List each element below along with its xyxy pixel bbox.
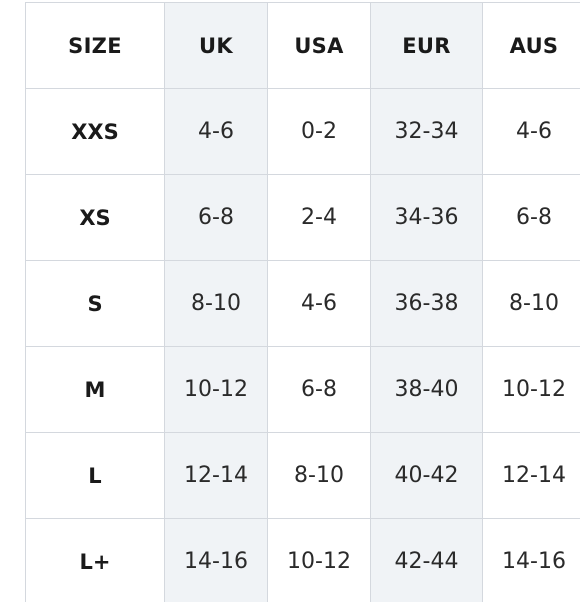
aus-cell: 4-6: [483, 89, 580, 175]
size-label: XS: [26, 175, 165, 261]
usa-cell: 6-8: [268, 347, 371, 433]
header-uk: UK: [165, 3, 268, 89]
size-label: L: [26, 433, 165, 519]
usa-cell: 10-12: [268, 519, 371, 602]
eur-cell: 42-44: [371, 519, 483, 602]
uk-cell: 12-14: [165, 433, 268, 519]
uk-cell: 14-16: [165, 519, 268, 602]
eur-cell: 36-38: [371, 261, 483, 347]
size-chart-table: SIZE UK USA EUR AUS XXS 4-6 0-2 32-34 4-…: [25, 2, 580, 602]
size-label: L+: [26, 519, 165, 602]
header-row: SIZE UK USA EUR AUS: [26, 3, 580, 89]
table-row: S 8-10 4-6 36-38 8-10: [26, 261, 580, 347]
aus-cell: 8-10: [483, 261, 580, 347]
header-aus: AUS: [483, 3, 580, 89]
header-size: SIZE: [26, 3, 165, 89]
uk-cell: 6-8: [165, 175, 268, 261]
eur-cell: 40-42: [371, 433, 483, 519]
usa-cell: 4-6: [268, 261, 371, 347]
size-label: S: [26, 261, 165, 347]
aus-cell: 12-14: [483, 433, 580, 519]
size-chart-container: SIZE UK USA EUR AUS XXS 4-6 0-2 32-34 4-…: [25, 2, 580, 602]
header-eur: EUR: [371, 3, 483, 89]
uk-cell: 8-10: [165, 261, 268, 347]
table-row: L 12-14 8-10 40-42 12-14: [26, 433, 580, 519]
aus-cell: 6-8: [483, 175, 580, 261]
usa-cell: 8-10: [268, 433, 371, 519]
uk-cell: 10-12: [165, 347, 268, 433]
uk-cell: 4-6: [165, 89, 268, 175]
usa-cell: 2-4: [268, 175, 371, 261]
eur-cell: 32-34: [371, 89, 483, 175]
size-label: M: [26, 347, 165, 433]
eur-cell: 38-40: [371, 347, 483, 433]
aus-cell: 14-16: [483, 519, 580, 602]
table-row: M 10-12 6-8 38-40 10-12: [26, 347, 580, 433]
aus-cell: 10-12: [483, 347, 580, 433]
size-label: XXS: [26, 89, 165, 175]
table-row: L+ 14-16 10-12 42-44 14-16: [26, 519, 580, 602]
header-usa: USA: [268, 3, 371, 89]
table-row: XXS 4-6 0-2 32-34 4-6: [26, 89, 580, 175]
usa-cell: 0-2: [268, 89, 371, 175]
eur-cell: 34-36: [371, 175, 483, 261]
table-row: XS 6-8 2-4 34-36 6-8: [26, 175, 580, 261]
